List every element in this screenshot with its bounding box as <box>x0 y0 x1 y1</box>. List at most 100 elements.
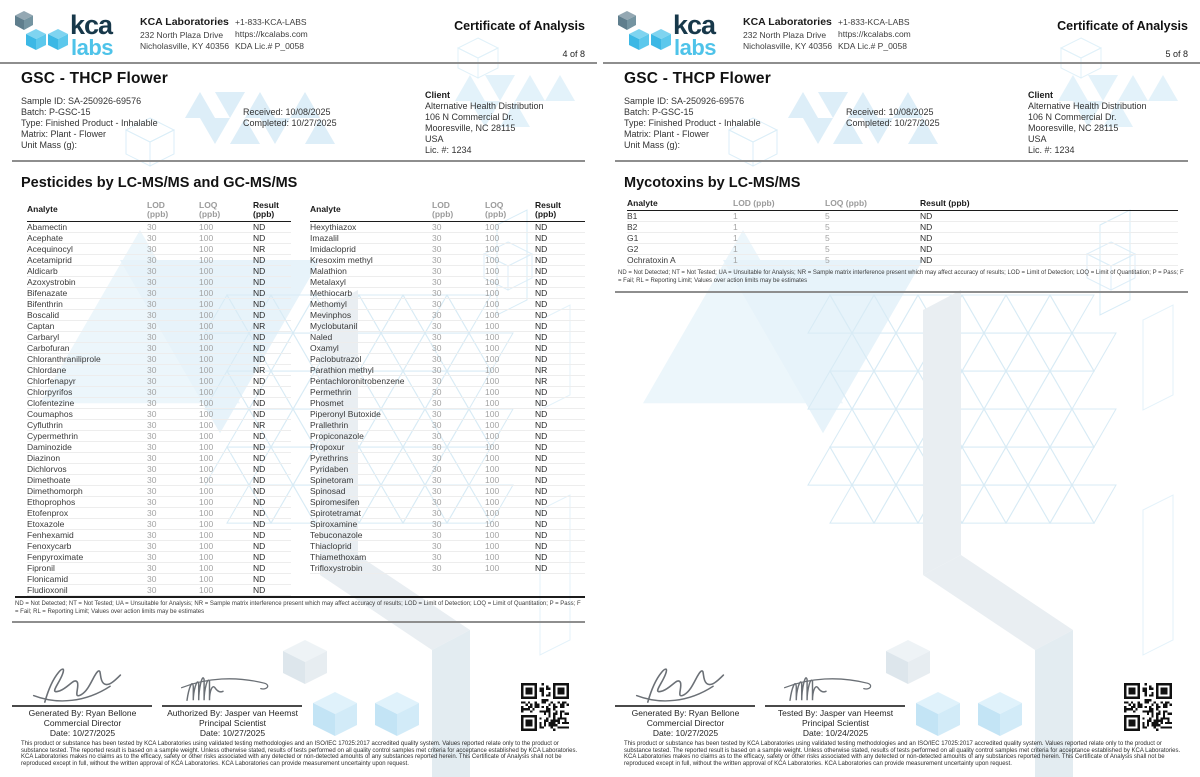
analyte-cell: Captan <box>27 321 55 331</box>
analyte-cell: Tebuconazole <box>310 530 363 540</box>
company-phone: +1-833-KCA-LABS <box>235 17 307 27</box>
company-name: KCA Laboratories <box>743 16 832 28</box>
result-cell: ND <box>535 475 548 485</box>
table-row: Imazalil 30 100 ND <box>310 233 585 244</box>
sample-divider <box>12 160 585 162</box>
loq-cell: 100 <box>199 222 214 232</box>
table-header: Analyte LOD (ppb) LOQ (ppb) Result (ppb) <box>27 199 291 222</box>
logo-text-labs: labs <box>674 35 716 57</box>
lod-cell: 30 <box>432 519 442 529</box>
analyte-cell: Thiacloprid <box>310 541 352 551</box>
signature-date: Date: 10/27/2025 <box>652 728 719 738</box>
loq-cell: 100 <box>199 244 214 254</box>
loq-cell: 100 <box>199 552 214 562</box>
signature-line <box>765 705 905 707</box>
analyte-cell: Malathion <box>310 266 347 276</box>
client-name: Alternative Health Distribution <box>425 101 544 111</box>
analyte-cell: Parathion methyl <box>310 365 374 375</box>
company-name: KCA Laboratories <box>140 16 229 28</box>
table-row: Carbofuran 30 100 ND <box>27 343 291 354</box>
table-row: Metalaxyl 30 100 ND <box>310 277 585 288</box>
lod-cell: 1 <box>733 222 738 232</box>
signature-block-authorized-by: Authorized By: Jasper van Heemst Princip… <box>150 708 315 738</box>
result-cell: ND <box>535 354 548 364</box>
analyte-cell: Prallethrin <box>310 420 349 430</box>
analyte-cell: Fenpyroximate <box>27 552 84 562</box>
loq-cell: 100 <box>199 530 214 540</box>
result-cell: ND <box>920 211 933 221</box>
analyte-cell: Carbofuran <box>27 343 70 353</box>
legal-disclaimer: This product or substance has been teste… <box>21 741 578 767</box>
analyte-cell: Naled <box>310 332 333 342</box>
client-label: Client <box>1028 90 1054 100</box>
table-row: Fenpyroximate 30 100 ND <box>27 552 291 563</box>
loq-cell: 5 <box>825 211 830 221</box>
table-row: Prallethrin 30 100 ND <box>310 420 585 431</box>
result-cell: ND <box>253 288 266 298</box>
loq-cell: 100 <box>199 486 214 496</box>
logo-text-kca: kca <box>70 10 114 40</box>
table-row: Permethrin 30 100 ND <box>310 387 585 398</box>
coa-page-4: kca labs KCA Laboratories 232 North Plaz… <box>0 0 597 777</box>
analyte-cell: Acequinocyl <box>27 244 73 254</box>
table-row: Hexythiazox 30 100 ND <box>310 222 585 233</box>
table-row: Ochratoxin A 1 5 ND <box>627 255 1178 266</box>
loq-cell: 100 <box>485 310 500 320</box>
analyte-cell: B2 <box>627 222 638 232</box>
analyte-cell: Imidacloprid <box>310 244 356 254</box>
loq-cell: 100 <box>485 519 500 529</box>
analyte-cell: Fenoxycarb <box>27 541 72 551</box>
page-number: 5 of 8 <box>1165 49 1188 59</box>
result-cell: ND <box>535 486 548 496</box>
lod-cell: 30 <box>432 442 442 452</box>
table-row: Malathion 30 100 ND <box>310 266 585 277</box>
table-row: Paclobutrazol 30 100 ND <box>310 354 585 365</box>
loq-cell: 100 <box>485 321 500 331</box>
analyte-cell: Dichlorvos <box>27 464 67 474</box>
table-row: Acephate 30 100 ND <box>27 233 291 244</box>
loq-cell: 100 <box>199 299 214 309</box>
analyte-cell: Ethoprophos <box>27 497 76 507</box>
table-row: Propiconazole 30 100 ND <box>310 431 585 442</box>
loq-cell: 100 <box>199 409 214 419</box>
table-row: Captan 30 100 NR <box>27 321 291 332</box>
analyte-cell: Chlorfenapyr <box>27 376 76 386</box>
loq-cell: 100 <box>199 574 214 584</box>
table-row: Cyfluthrin 30 100 NR <box>27 420 291 431</box>
analyte-cell: Pyridaben <box>310 464 349 474</box>
lod-cell: 30 <box>432 398 442 408</box>
table-row: Carbaryl 30 100 ND <box>27 332 291 343</box>
lod-cell: 30 <box>432 310 442 320</box>
signature-image-generated-by <box>32 668 122 703</box>
table-row: Methomyl 30 100 ND <box>310 299 585 310</box>
lod-cell: 30 <box>147 332 157 342</box>
lod-cell: 30 <box>147 233 157 243</box>
analyte-cell: G2 <box>627 244 639 254</box>
table-row: Chlordane 30 100 NR <box>27 365 291 376</box>
loq-cell: 100 <box>199 585 214 595</box>
completed-date: Completed: 10/27/2025 <box>243 118 337 128</box>
table-row: Bifenthrin 30 100 ND <box>27 299 291 310</box>
loq-cell: 100 <box>199 266 214 276</box>
lod-cell: 30 <box>147 420 157 430</box>
lod-cell: 30 <box>432 288 442 298</box>
result-cell: ND <box>253 464 266 474</box>
loq-cell: 100 <box>485 387 500 397</box>
loq-cell: 100 <box>485 486 500 496</box>
loq-cell: 100 <box>485 233 500 243</box>
analyte-cell: Chlordane <box>27 365 67 375</box>
page-number: 4 of 8 <box>562 49 585 59</box>
sample-id: Sample ID: SA-250926-69576 <box>624 96 745 106</box>
table-row: Coumaphos 30 100 ND <box>27 409 291 420</box>
analyte-cell: Kresoxim methyl <box>310 255 373 265</box>
pesticides-table-right: Analyte LOD (ppb) LOQ (ppb) Result (ppb) He… <box>310 199 585 574</box>
table-row: Pyrethrins 30 100 ND <box>310 453 585 464</box>
table-row: Spirotetramat 30 100 ND <box>310 508 585 519</box>
client-name: Alternative Health Distribution <box>1028 101 1147 111</box>
signature-date: Date: 10/24/2025 <box>802 728 869 738</box>
client-block: Client Alternative Health Distribution 1… <box>425 90 544 156</box>
result-cell: ND <box>535 387 548 397</box>
result-cell: NR <box>253 420 266 430</box>
document-title: Certificate of Analysis <box>1057 19 1188 33</box>
analyte-cell: Fenhexamid <box>27 530 74 540</box>
